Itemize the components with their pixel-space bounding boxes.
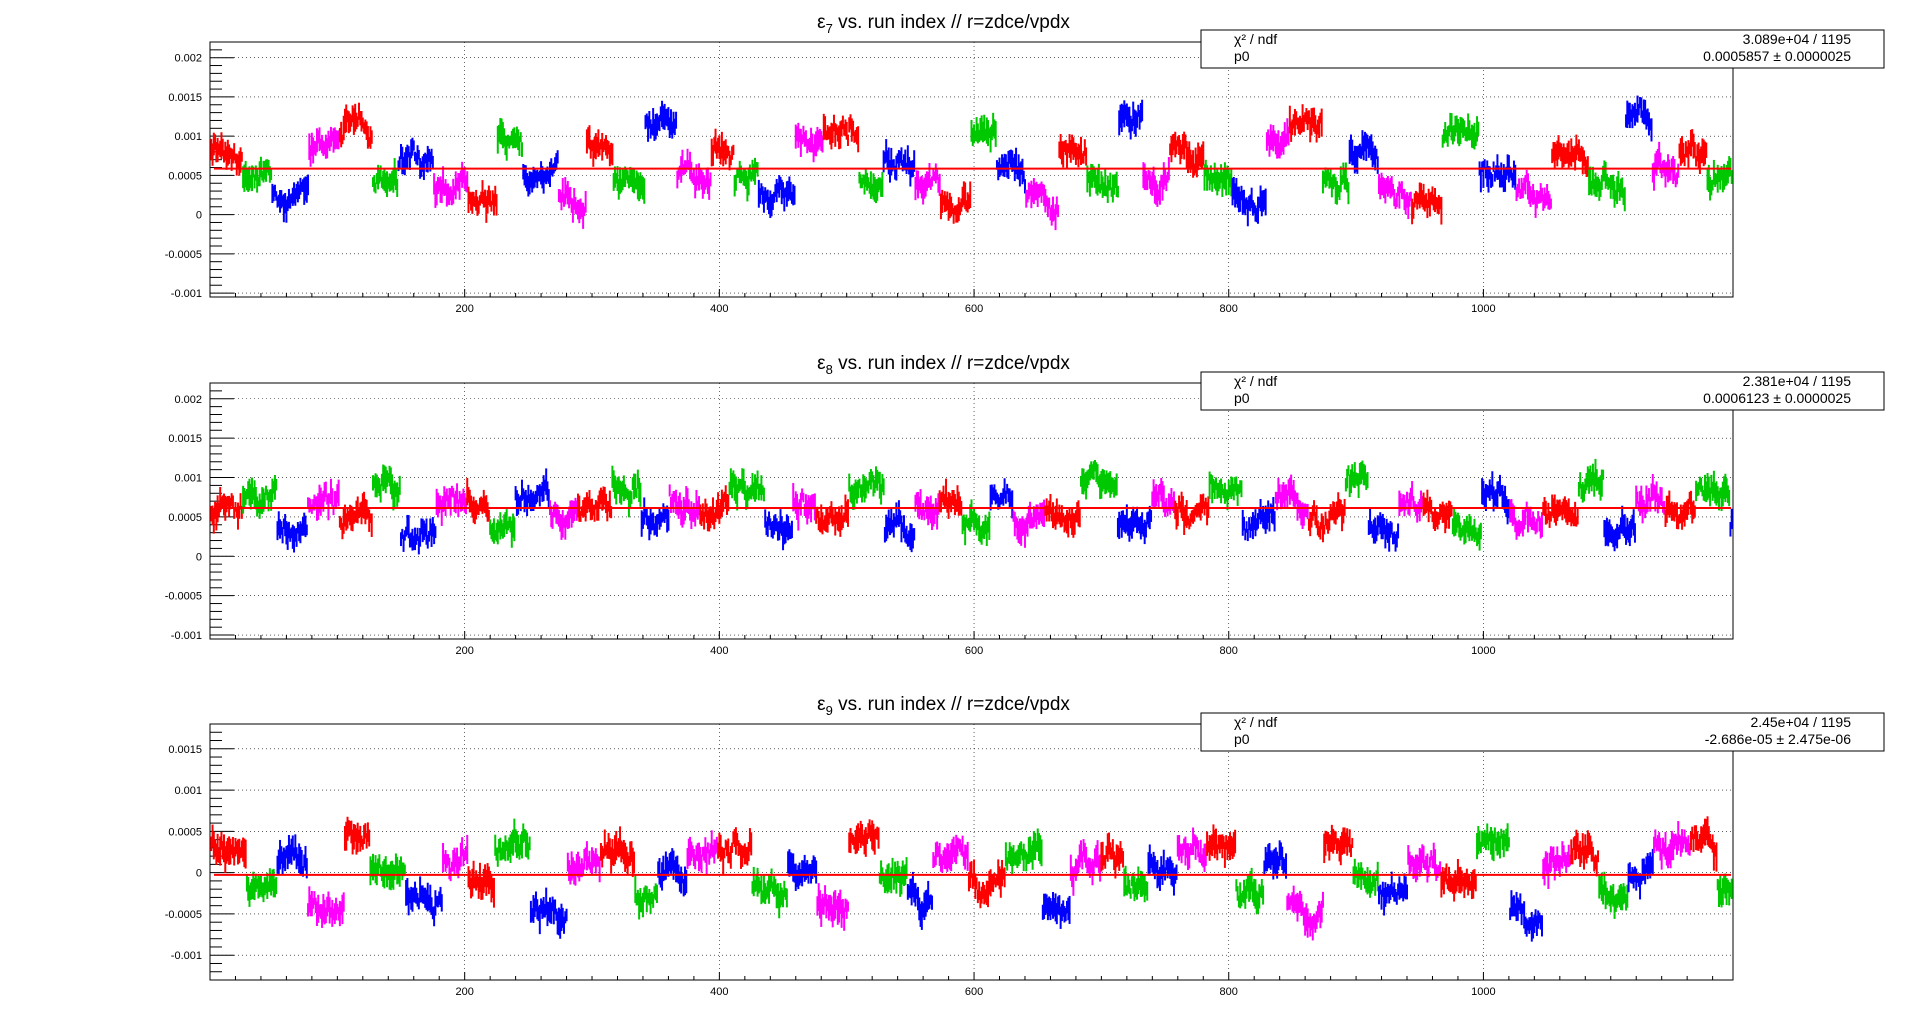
stats-chi2-label: χ² / ndf	[1234, 31, 1277, 47]
y-tick-label: 0	[196, 868, 202, 880]
y-tick-label: 0.002	[174, 394, 202, 406]
x-tick-label: 1000	[1471, 986, 1495, 998]
stats-box	[1200, 29, 1885, 69]
stats-p0-label: p0	[1234, 390, 1250, 406]
y-tick-label: 0	[196, 551, 202, 563]
x-tick-label: 800	[1220, 986, 1238, 998]
x-tick-label: 400	[710, 303, 728, 315]
x-tick-label: 200	[456, 303, 474, 315]
y-tick-label: 0.0005	[168, 170, 202, 182]
stats-box	[1200, 712, 1885, 752]
y-tick-label: -0.001	[171, 950, 202, 962]
y-tick-label: -0.0005	[165, 249, 202, 261]
y-tick-label: 0.001	[174, 473, 202, 485]
y-tick-label: -0.0005	[165, 909, 202, 921]
x-tick-label: 600	[965, 986, 983, 998]
chart-title: ε7 vs. run index // r=zdce/vpdx	[817, 12, 1070, 36]
x-tick-label: 800	[1220, 645, 1238, 657]
chart-title: ε8 vs. run index // r=zdce/vpdx	[817, 353, 1070, 377]
x-tick-label: 1000	[1471, 303, 1495, 315]
x-tick-label: 800	[1220, 303, 1238, 315]
stats-box	[1200, 371, 1885, 411]
y-tick-label: 0.0005	[168, 826, 202, 838]
stats-p0-label: p0	[1234, 48, 1250, 64]
y-tick-label: 0.001	[174, 785, 202, 797]
y-tick-label: 0	[196, 210, 202, 222]
y-tick-label: -0.001	[171, 630, 202, 642]
stats-chi2-value: 3.089e+04 / 1195	[1743, 31, 1852, 47]
x-tick-label: 200	[456, 645, 474, 657]
y-tick-label: 0.0015	[168, 744, 202, 756]
chart-title: ε9 vs. run index // r=zdce/vpdx	[817, 694, 1070, 718]
chart-panel-2: -0.001 -0.0005 0 0.0005 0.001 0.0015 0.002 200 4…	[165, 353, 1885, 657]
chart-panel-3: -0.001 -0.0005 0 0.0005 0.001 0.0015 200 400 600…	[165, 694, 1885, 998]
y-tick-label: 0.0015	[168, 433, 202, 445]
y-tick-label: -0.0005	[165, 591, 202, 603]
x-tick-label: 200	[456, 986, 474, 998]
y-tick-label: -0.001	[171, 288, 202, 300]
stats-chi2-label: χ² / ndf	[1234, 714, 1277, 730]
chart-panel-1: -0.001 -0.0005 0 0.0005 0.001 0.0015 0.002 200 4…	[165, 12, 1885, 315]
y-tick-label: 0.002	[174, 53, 202, 65]
x-tick-label: 600	[965, 645, 983, 657]
x-tick-label: 600	[965, 303, 983, 315]
stats-p0-value: 0.0006123 ± 0.0000025	[1703, 390, 1851, 406]
stats-chi2-value: 2.381e+04 / 1195	[1743, 373, 1852, 389]
y-tick-label: 0.0015	[168, 92, 202, 104]
stats-p0-value: -2.686e-05 ± 2.475e-06	[1705, 731, 1851, 747]
stats-p0-label: p0	[1234, 731, 1250, 747]
y-tick-label: 0.0005	[168, 512, 202, 524]
data-points	[210, 816, 1733, 942]
x-tick-label: 400	[710, 986, 728, 998]
stats-chi2-value: 2.45e+04 / 1195	[1750, 714, 1851, 730]
stats-p0-value: 0.0005857 ± 0.0000025	[1703, 48, 1851, 64]
data-points	[210, 95, 1733, 231]
x-tick-label: 1000	[1471, 645, 1495, 657]
stats-chi2-label: χ² / ndf	[1234, 373, 1277, 389]
x-tick-label: 400	[710, 645, 728, 657]
y-tick-label: 0.001	[174, 131, 202, 143]
